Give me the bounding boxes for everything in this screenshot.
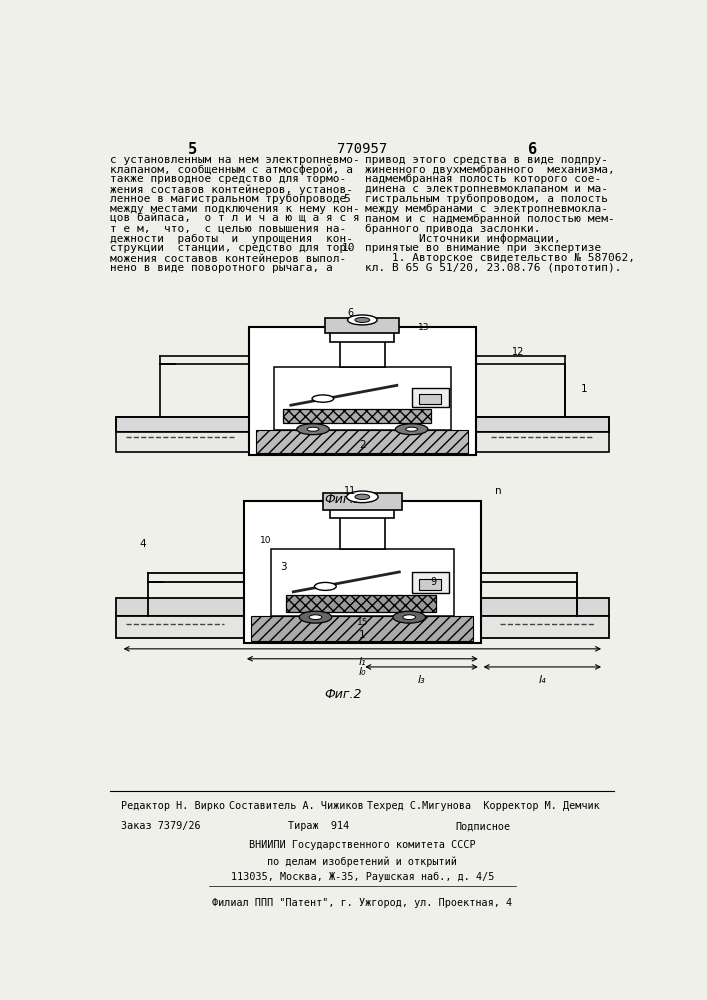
Text: 1: 1	[359, 630, 366, 640]
Text: привод этого средства в виде подпру-: привод этого средства в виде подпру-	[365, 155, 608, 165]
FancyBboxPatch shape	[252, 616, 473, 641]
Text: Филиал ППП "Патент", г. Ужгород, ул. Проектная, 4: Филиал ППП "Патент", г. Ужгород, ул. Про…	[212, 898, 513, 908]
Text: 113035, Москва, Ж-35, Раушская наб., д. 4/5: 113035, Москва, Ж-35, Раушская наб., д. …	[230, 872, 494, 882]
Text: Фиг.1: Фиг.1	[324, 493, 361, 506]
FancyBboxPatch shape	[116, 616, 609, 638]
Ellipse shape	[348, 315, 377, 325]
Text: l₀: l₀	[358, 667, 366, 677]
Ellipse shape	[346, 491, 378, 503]
Text: 3: 3	[280, 562, 287, 572]
Ellipse shape	[297, 424, 329, 435]
Text: Фиг.2: Фиг.2	[324, 688, 361, 701]
FancyBboxPatch shape	[419, 579, 441, 590]
Text: Тираж  914: Тираж 914	[288, 821, 349, 831]
Text: 15: 15	[356, 618, 368, 627]
Text: 12: 12	[511, 347, 524, 357]
Text: l₃: l₃	[418, 675, 426, 685]
Text: 1: 1	[581, 384, 588, 394]
Text: 5: 5	[188, 142, 197, 157]
FancyBboxPatch shape	[284, 409, 431, 423]
Text: между мембранами с электропневмокла-: между мембранами с электропневмокла-	[365, 204, 608, 214]
Text: бранного привода заслонки.: бранного привода заслонки.	[365, 224, 541, 234]
Text: можения составов контейнеров выпол-: можения составов контейнеров выпол-	[110, 253, 346, 264]
Ellipse shape	[307, 427, 319, 431]
Ellipse shape	[309, 615, 322, 620]
Text: жиненного двухмембранного  механизма,: жиненного двухмембранного механизма,	[365, 165, 615, 175]
Ellipse shape	[393, 611, 426, 623]
FancyBboxPatch shape	[330, 508, 395, 518]
Text: 13: 13	[419, 323, 430, 332]
Text: n: n	[495, 486, 501, 496]
Text: т е м,  что,  с целью повышения на-: т е м, что, с целью повышения на-	[110, 224, 346, 234]
Text: клапаном, сообщенным с атмосферой, а: клапаном, сообщенным с атмосферой, а	[110, 165, 354, 175]
FancyBboxPatch shape	[419, 394, 441, 404]
Text: 4: 4	[139, 539, 146, 549]
Text: l₁: l₁	[358, 657, 366, 667]
FancyBboxPatch shape	[323, 493, 402, 510]
Text: также приводное средство для тормо-: также приводное средство для тормо-	[110, 174, 346, 184]
Text: динена с электропневмоклапаном и ма-: динена с электропневмоклапаном и ма-	[365, 184, 608, 194]
Text: паном и с надмембранной полостью мем-: паном и с надмембранной полостью мем-	[365, 214, 615, 224]
Text: 9: 9	[431, 577, 437, 587]
Text: Техред С.Мигунова  Корректор М. Демчик: Техред С.Мигунова Корректор М. Демчик	[366, 801, 600, 811]
Ellipse shape	[299, 611, 332, 623]
Ellipse shape	[315, 582, 337, 590]
Text: 5: 5	[344, 194, 351, 204]
FancyBboxPatch shape	[249, 327, 476, 455]
Text: Заказ 7379/26: Заказ 7379/26	[122, 821, 201, 831]
FancyBboxPatch shape	[325, 318, 399, 333]
Text: принятые во внимание при экспертизе: принятые во внимание при экспертизе	[365, 243, 602, 253]
FancyBboxPatch shape	[257, 430, 468, 453]
Text: 6: 6	[347, 308, 353, 318]
Text: жения составов контейнеров, установ-: жения составов контейнеров, установ-	[110, 184, 354, 195]
Text: 11: 11	[344, 486, 356, 496]
Text: l₄: l₄	[539, 675, 546, 685]
Text: 10: 10	[260, 536, 272, 545]
Text: 1. Авторское свидетельство № 587062,: 1. Авторское свидетельство № 587062,	[365, 253, 635, 263]
FancyBboxPatch shape	[116, 417, 609, 432]
Text: ВНИИПИ Государственного комитета СССР: ВНИИПИ Государственного комитета СССР	[249, 840, 476, 850]
FancyBboxPatch shape	[330, 332, 395, 342]
FancyBboxPatch shape	[244, 501, 481, 643]
Text: 10: 10	[341, 243, 355, 253]
Text: нено в виде поворотного рычага, а: нено в виде поворотного рычага, а	[110, 263, 333, 273]
Text: 6: 6	[527, 142, 537, 157]
Text: 2: 2	[359, 440, 366, 450]
Ellipse shape	[355, 494, 370, 500]
FancyBboxPatch shape	[271, 549, 454, 616]
FancyBboxPatch shape	[411, 388, 449, 407]
FancyBboxPatch shape	[274, 367, 451, 430]
Ellipse shape	[312, 395, 334, 402]
Text: кл. В 65 G 51/20, 23.08.76 (прототип).: кл. В 65 G 51/20, 23.08.76 (прототип).	[365, 263, 621, 273]
FancyBboxPatch shape	[286, 595, 436, 612]
FancyBboxPatch shape	[411, 572, 449, 593]
Text: Подписное: Подписное	[455, 821, 510, 831]
FancyBboxPatch shape	[340, 515, 385, 549]
Text: 770957: 770957	[337, 142, 387, 156]
Text: цов байпаса,  о т л и ч а ю щ а я с я: цов байпаса, о т л и ч а ю щ а я с я	[110, 214, 360, 224]
Text: надмембранная полость которого сое-: надмембранная полость которого сое-	[365, 174, 602, 184]
Text: Источники информации,: Источники информации,	[365, 233, 561, 244]
Ellipse shape	[355, 317, 370, 322]
Text: с установленным на нем электропневмо-: с установленным на нем электропневмо-	[110, 155, 360, 165]
Ellipse shape	[395, 424, 428, 435]
Ellipse shape	[403, 615, 416, 620]
FancyBboxPatch shape	[116, 598, 609, 616]
Text: Составитель А. Чижиков: Составитель А. Чижиков	[229, 801, 364, 811]
Text: ленное в магистральном трубопроводе: ленное в магистральном трубопроводе	[110, 194, 346, 204]
Text: гистральным трубопроводом, а полость: гистральным трубопроводом, а полость	[365, 194, 608, 204]
Text: Редактор Н. Вирко: Редактор Н. Вирко	[122, 801, 226, 811]
FancyBboxPatch shape	[340, 337, 385, 367]
FancyBboxPatch shape	[116, 432, 609, 452]
Text: дежности  работы  и  упрощения  кон-: дежности работы и упрощения кон-	[110, 233, 354, 244]
Text: между местами подключения к нему кон-: между местами подключения к нему кон-	[110, 204, 360, 214]
Text: по делам изобретений и открытий: по делам изобретений и открытий	[267, 856, 457, 867]
Text: струкции  станции, средство для тор-: струкции станции, средство для тор-	[110, 243, 354, 253]
Ellipse shape	[406, 427, 418, 431]
